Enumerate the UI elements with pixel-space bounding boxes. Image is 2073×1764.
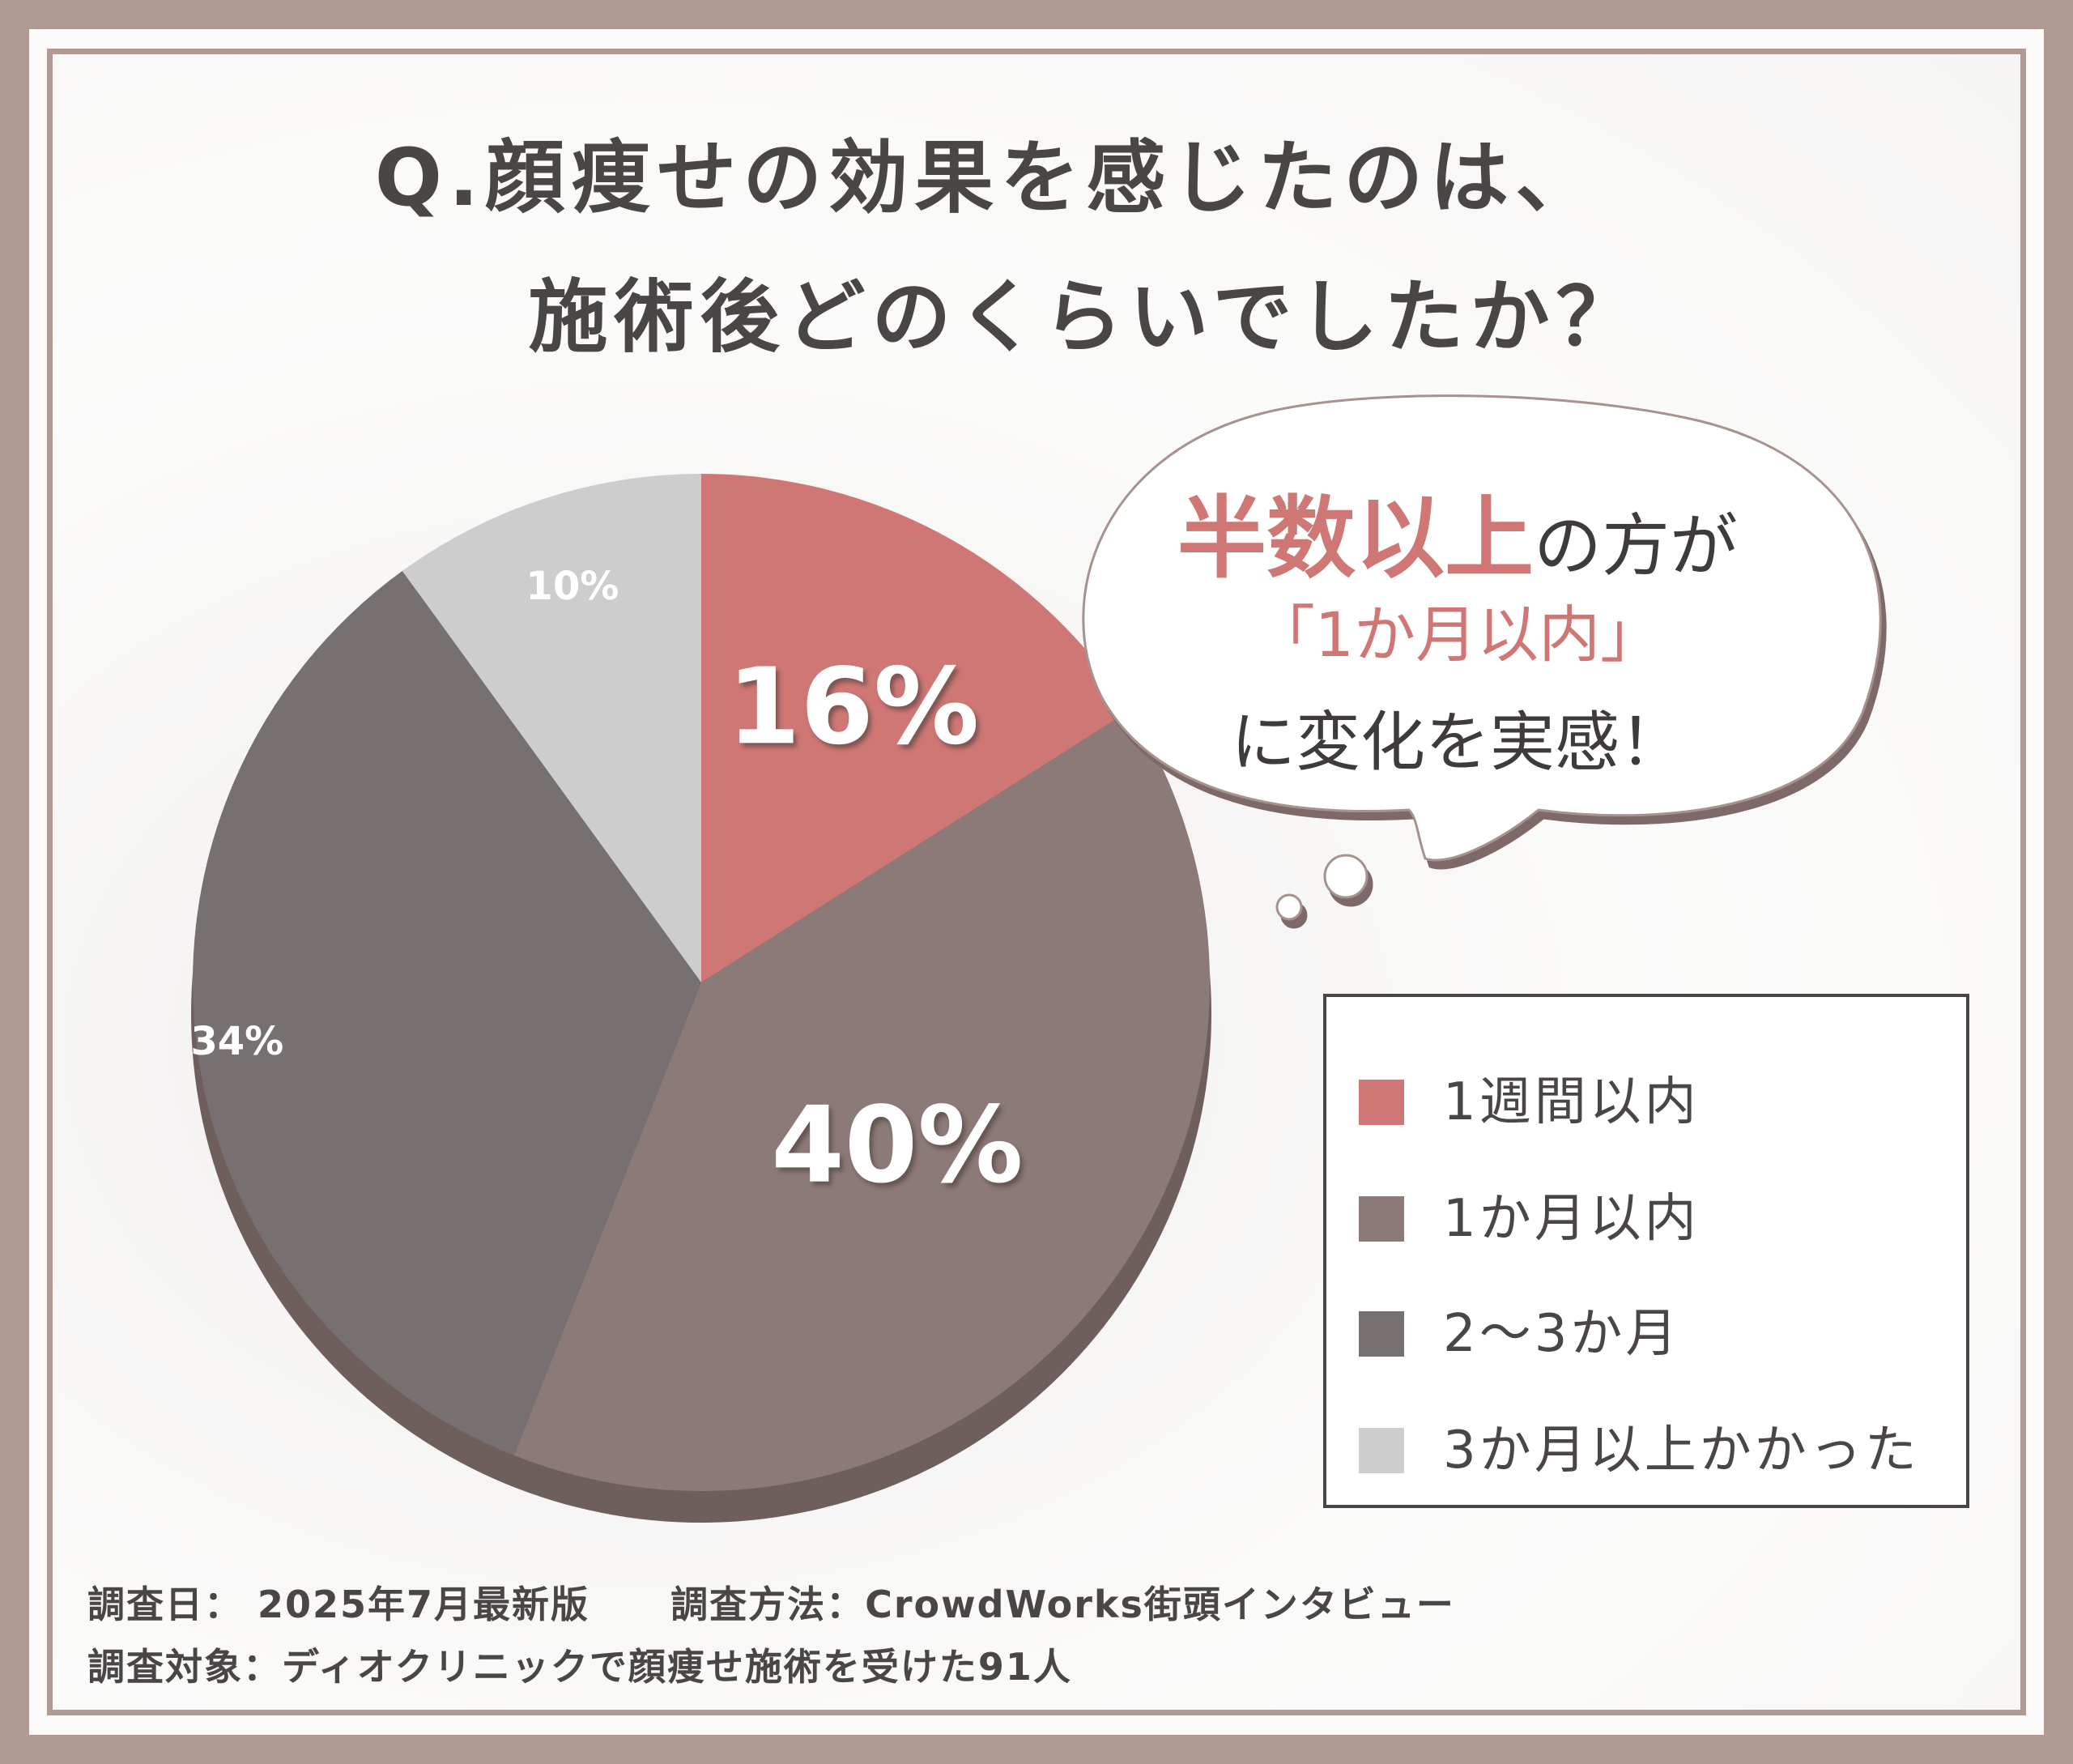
chart-title-line1: Q.顔痩せの効果を感じたのは、 <box>374 132 1602 224</box>
callout-line3: に変化を実感！ <box>1231 705 1684 780</box>
legend-label: 1週間以内 <box>1443 1072 1700 1132</box>
legend-label: 2〜3か月 <box>1443 1304 1681 1364</box>
survey-method: 調査方法：CrowdWorks街頭インタビュー <box>670 1583 1455 1626</box>
slice-label: 34% <box>190 1019 283 1064</box>
slice-label: 10% <box>526 564 619 609</box>
legend-swatch <box>1359 1428 1404 1473</box>
chart-title-line2: 施術後どのくらいでしたか？ <box>528 271 1642 364</box>
callout-line1: 半数以上の方が <box>1085 466 1830 595</box>
slice-label: 40% <box>771 1084 1023 1207</box>
pie-slice <box>192 570 701 1455</box>
legend-swatch <box>1359 1196 1404 1242</box>
survey-date: 調査日： 2025年7月最新版 <box>87 1583 590 1626</box>
pie-slice <box>701 474 1131 982</box>
pie-slice <box>402 474 701 982</box>
legend-swatch <box>1359 1311 1404 1357</box>
legend-label: 3か月以上かかった <box>1443 1421 1920 1481</box>
chart-legend: 1週間以内 1か月以内 2〜3か月 3か月以上かかった <box>1323 994 1969 1508</box>
callout-line2: 「1か月以内」 <box>1253 599 1662 671</box>
callout-highlight: 半数以上 <box>1177 487 1534 590</box>
legend-label: 1か月以内 <box>1443 1189 1700 1249</box>
legend-swatch <box>1359 1080 1404 1125</box>
pie-slice <box>513 709 1210 1491</box>
callout-bubble <box>1082 394 1882 921</box>
callout-rest: の方が <box>1533 506 1738 586</box>
slice-label: 16% <box>727 645 979 768</box>
survey-subject: 調査対象：ディオクリニックで顔痩せ施術を受けた91人 <box>87 1645 1072 1689</box>
survey-info-line1: 調査日： 2025年7月最新版 調査方法：CrowdWorks街頭インタビュー <box>87 1575 1455 1629</box>
